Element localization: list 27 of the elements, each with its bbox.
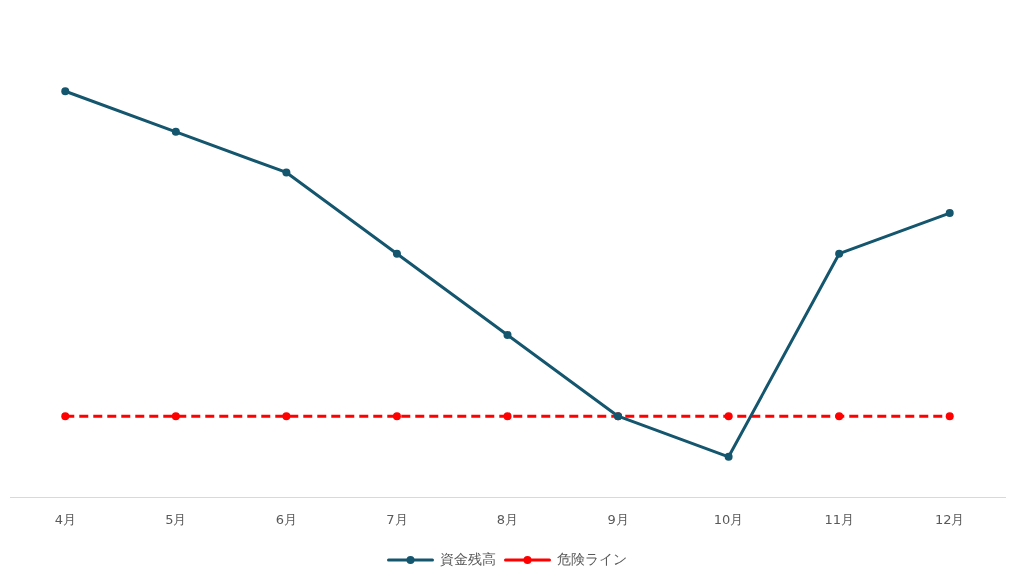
x-tick-label: 9月	[607, 511, 629, 527]
x-tick-label: 11月	[824, 511, 854, 527]
x-tick-label: 4月	[54, 511, 76, 527]
point	[171, 127, 180, 136]
x-tick-label: 8月	[496, 511, 519, 527]
legend-label: 資金残高	[439, 550, 496, 567]
point	[503, 330, 512, 339]
legend-label: 危険ライン	[556, 550, 627, 567]
point	[61, 412, 70, 421]
point	[945, 412, 954, 421]
point	[945, 209, 954, 218]
point	[282, 412, 291, 421]
point	[171, 412, 180, 421]
x-tick-label: 10月	[713, 511, 744, 527]
x-tick-label: 12月	[934, 511, 965, 527]
point	[724, 452, 733, 461]
point	[835, 249, 844, 258]
point	[392, 412, 401, 421]
point	[724, 412, 733, 421]
x-tick-label: 5月	[165, 511, 187, 527]
x-tick-label: 6月	[275, 511, 298, 527]
point	[392, 249, 401, 258]
point	[282, 168, 291, 177]
point	[835, 412, 844, 421]
point	[61, 87, 70, 96]
x-tick-label: 7月	[386, 511, 408, 527]
point	[503, 412, 512, 421]
